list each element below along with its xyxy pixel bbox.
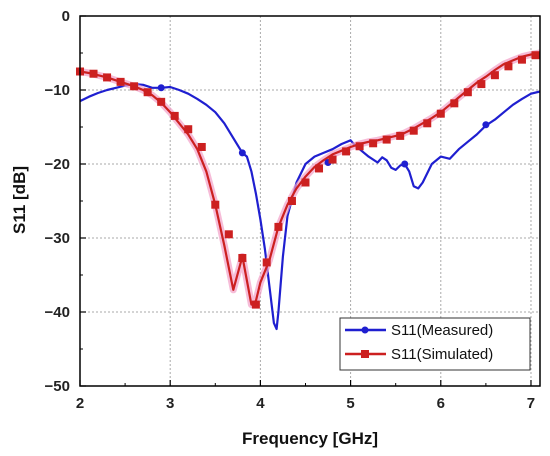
legend-label-simulated: S11(Simulated) <box>391 346 493 363</box>
legend-box <box>339 317 531 371</box>
grid-lines <box>80 16 540 386</box>
marker-simulated <box>211 200 220 209</box>
legend-marker-simulated <box>361 350 369 358</box>
y-tick-label: −10 <box>45 82 70 99</box>
marker-simulated <box>355 142 364 151</box>
marker-simulated <box>157 97 166 106</box>
y-tick-label: −50 <box>45 378 70 395</box>
y-axis-label: S11 [dB] <box>10 166 29 234</box>
legend: S11(Measured) S11(Simulated) <box>339 317 531 371</box>
marker-simulated <box>409 126 418 135</box>
axis-ticks <box>79 15 532 387</box>
marker-simulated <box>130 82 139 91</box>
marker-simulated <box>396 131 405 140</box>
marker-simulated <box>504 62 513 71</box>
marker-simulated <box>143 88 152 97</box>
marker-simulated <box>477 80 486 89</box>
marker-simulated <box>315 164 324 173</box>
legend-marker-measured <box>361 326 369 334</box>
marker-simulated <box>116 77 125 86</box>
marker-simulated <box>170 111 179 120</box>
legend-label-measured: S11(Measured) <box>391 322 493 339</box>
y-tick-label: 0 <box>62 8 70 25</box>
y-tick-label: −20 <box>45 156 70 173</box>
x-tick-label: 2 <box>76 395 84 412</box>
y-tick-label: −40 <box>45 304 70 321</box>
x-tick-label: 5 <box>346 395 354 412</box>
y-tick-label: −30 <box>45 230 70 247</box>
marker-simulated <box>184 125 193 134</box>
marker-simulated <box>342 147 351 156</box>
marker-simulated <box>262 258 271 267</box>
marker-simulated <box>274 222 283 231</box>
marker-simulated <box>224 230 233 239</box>
marker-simulated <box>382 135 391 144</box>
marker-simulated <box>287 197 296 205</box>
marker-simulated <box>89 69 98 78</box>
marker-simulated <box>197 142 206 151</box>
marker-measured <box>401 160 409 168</box>
marker-simulated <box>251 300 260 309</box>
marker-simulated <box>301 178 310 187</box>
marker-simulated <box>463 88 472 97</box>
x-tick-label: 4 <box>256 395 265 412</box>
series-line-measured <box>79 83 541 331</box>
marker-measured <box>238 149 246 157</box>
marker-measured <box>482 121 490 129</box>
tick-labels: 2 3 4 5 6 7 0 −10 −20 −30 −40 −50 <box>45 8 536 412</box>
marker-measured <box>157 84 165 92</box>
marker-simulated <box>517 55 526 64</box>
series-markers <box>76 51 540 309</box>
marker-simulated <box>423 119 432 128</box>
marker-simulated <box>531 51 540 60</box>
marker-simulated <box>490 71 499 80</box>
x-axis-label: Frequency [GHz] <box>242 429 378 448</box>
x-tick-label: 6 <box>437 395 445 412</box>
marker-simulated <box>436 109 445 118</box>
marker-simulated <box>103 73 112 82</box>
marker-simulated <box>369 139 378 148</box>
marker-simulated <box>450 99 459 108</box>
x-tick-label: 3 <box>166 395 174 412</box>
x-tick-label: 7 <box>527 395 535 412</box>
marker-simulated <box>238 253 247 262</box>
marker-simulated <box>328 155 337 164</box>
